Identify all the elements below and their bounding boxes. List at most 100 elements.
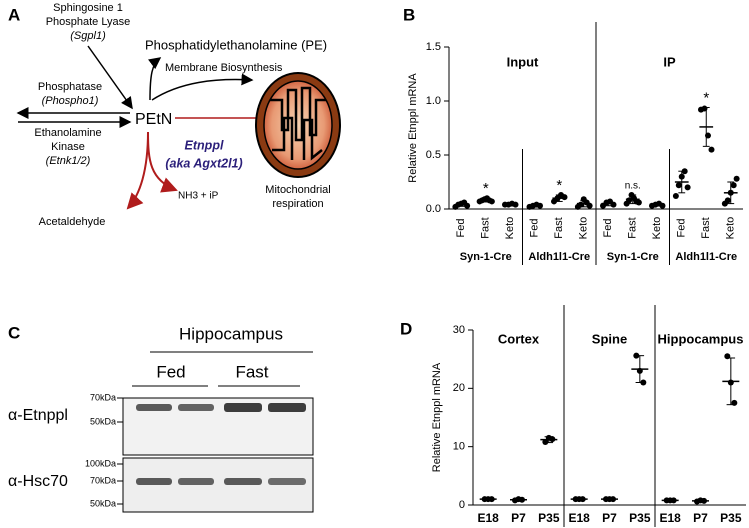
x-tick-label: E18 — [477, 511, 499, 525]
y-axis-label: Relative Etnppl mRNA — [407, 73, 419, 183]
pe-label: Phosphatidylethanolamine (PE) — [145, 37, 327, 52]
x-tick-label: Fast — [480, 217, 492, 238]
data-point — [701, 105, 708, 112]
x-tick-label: E18 — [659, 511, 681, 525]
enzyme-label: Phosphatase — [38, 81, 102, 93]
x-tick-label: Fed — [529, 219, 541, 238]
x-tick-label: P7 — [511, 511, 526, 525]
panel-c: C Hippocampus Fed Fast α-Etnppl α-Hsc70 — [8, 323, 314, 513]
y-tick-label: 20 — [453, 382, 465, 394]
annotation: n.s. — [625, 181, 641, 192]
data-point — [464, 202, 471, 209]
band — [136, 404, 172, 411]
band — [224, 403, 262, 412]
data-point — [670, 497, 677, 504]
cristae — [270, 86, 326, 161]
data-point — [733, 175, 740, 182]
data-point — [701, 497, 707, 504]
tissue-label: Hippocampus — [179, 324, 283, 343]
data-point — [724, 197, 731, 204]
marker-label: 50kDa — [90, 498, 116, 508]
y-tick-label: 0.0 — [426, 203, 441, 215]
x-tick-label: P35 — [629, 511, 651, 525]
data-point — [635, 199, 642, 206]
section-title: Input — [507, 54, 539, 69]
x-tick-label: P7 — [693, 511, 708, 525]
data-point — [561, 194, 568, 201]
x-tick-label: Keto — [651, 217, 663, 240]
enzyme-label: Phosphate Lyase — [46, 16, 131, 28]
band — [136, 478, 172, 485]
bands — [136, 403, 306, 485]
section-title: IP — [663, 54, 676, 69]
panel-label: B — [403, 5, 415, 24]
condition-label: Fast — [235, 362, 268, 381]
arrow — [151, 73, 254, 101]
metabolite-label: PEtN — [135, 111, 172, 128]
data-point — [684, 184, 691, 191]
data-point — [636, 367, 643, 374]
panel-label: D — [400, 319, 412, 338]
x-tick-label: P35 — [538, 511, 560, 525]
mitochondrion-inner — [263, 80, 333, 170]
band — [268, 403, 306, 412]
gene-label: (Phospho1) — [42, 95, 99, 107]
y-tick-label: 1.5 — [426, 41, 441, 53]
data-point — [727, 379, 734, 386]
data-point — [512, 201, 519, 208]
data-point — [577, 201, 584, 208]
marker-label: 70kDa — [90, 392, 116, 402]
panel-label: A — [8, 5, 20, 24]
x-tick-label: Fed — [676, 219, 688, 238]
data-point — [586, 202, 593, 209]
y-tick-label: 30 — [453, 324, 465, 336]
enzyme-label: Kinase — [51, 141, 85, 153]
antibody-label: α-Etnppl — [8, 407, 68, 424]
arrow — [126, 131, 149, 210]
data-point — [579, 496, 586, 503]
data-point — [537, 202, 543, 209]
x-tick-label: P35 — [720, 511, 742, 525]
x-tick-label: Keto — [504, 217, 516, 240]
data-point — [672, 193, 679, 200]
x-tick-label: P7 — [602, 511, 617, 525]
product-label: Acetaldehyde — [39, 216, 106, 228]
data-point — [681, 168, 688, 175]
y-tick-label: 0 — [459, 499, 465, 511]
group-label: Syn-1-Cre — [460, 251, 512, 263]
antibody-label: α-Hsc70 — [8, 473, 68, 490]
data-point — [678, 173, 685, 180]
y-tick-label: 10 — [453, 441, 465, 453]
arrow — [87, 45, 133, 110]
group-label: Aldh1l1-Cre — [675, 251, 737, 263]
data-point — [542, 439, 549, 445]
data-point — [488, 198, 495, 205]
y-axis-label: Relative Etnppl mRNA — [431, 362, 443, 472]
y-tick-label: 0.5 — [426, 149, 441, 161]
data-point — [640, 379, 647, 386]
data-point — [659, 202, 666, 209]
condition-label: Fed — [156, 362, 185, 381]
band — [178, 404, 214, 411]
y-tick-label: 1.0 — [426, 95, 441, 107]
arrow — [148, 57, 162, 101]
data-point — [675, 182, 682, 189]
group-label: Aldh1l1-Cre — [528, 251, 590, 263]
panel-label: C — [8, 323, 20, 342]
marker-label: 70kDa — [90, 475, 116, 485]
section-title: Cortex — [498, 331, 540, 346]
band — [268, 478, 306, 485]
data-point — [633, 352, 640, 359]
data-point — [724, 353, 731, 360]
annotation: * — [483, 180, 489, 197]
data-point — [708, 146, 715, 153]
mito-label: Mitochondrial — [265, 184, 330, 196]
x-tick-label: Fed — [602, 219, 614, 238]
x-tick-label: Keto — [725, 217, 737, 240]
annotation: * — [556, 177, 562, 194]
x-tick-label: Fast — [700, 217, 712, 238]
band — [224, 478, 262, 485]
marker-label: 50kDa — [90, 416, 116, 426]
x-tick-label: Fast — [553, 217, 565, 238]
enzyme-label: Sphingosine 1 — [53, 2, 123, 14]
